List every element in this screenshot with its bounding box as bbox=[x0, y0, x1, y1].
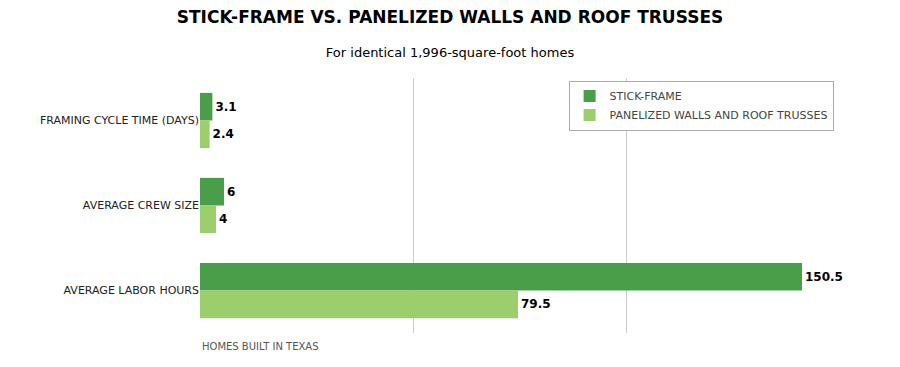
svg-text:2.4: 2.4 bbox=[213, 127, 234, 141]
svg-text:HOMES BUILT IN TEXAS: HOMES BUILT IN TEXAS bbox=[202, 341, 319, 352]
svg-text:STICK-FRAME VS. PANELIZED WALL: STICK-FRAME VS. PANELIZED WALLS AND ROOF… bbox=[177, 7, 723, 27]
svg-text:6: 6 bbox=[227, 185, 235, 199]
svg-text:150.5: 150.5 bbox=[805, 270, 843, 284]
svg-text:For identical 1,996-square-foo: For identical 1,996-square-foot homes bbox=[326, 45, 575, 60]
svg-text:AVERAGE LABOR HOURS: AVERAGE LABOR HOURS bbox=[64, 284, 199, 297]
svg-text:4: 4 bbox=[219, 212, 227, 226]
svg-text:PANELIZED WALLS AND ROOF TRUSS: PANELIZED WALLS AND ROOF TRUSSES bbox=[610, 109, 828, 122]
svg-text:AVERAGE CREW SIZE: AVERAGE CREW SIZE bbox=[83, 199, 199, 212]
svg-text:79.5: 79.5 bbox=[521, 297, 551, 311]
svg-text:FRAMING CYCLE TIME (DAYS): FRAMING CYCLE TIME (DAYS) bbox=[40, 114, 199, 127]
svg-text:3.1: 3.1 bbox=[215, 100, 236, 114]
svg-text:STICK-FRAME: STICK-FRAME bbox=[610, 90, 682, 103]
